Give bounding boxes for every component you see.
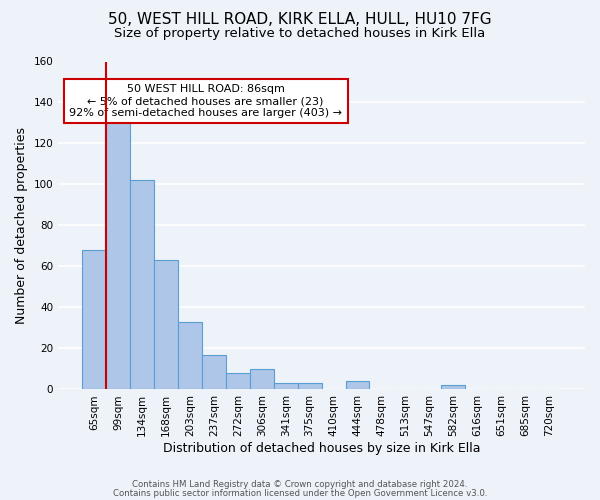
Text: 50 WEST HILL ROAD: 86sqm
← 5% of detached houses are smaller (23)
92% of semi-de: 50 WEST HILL ROAD: 86sqm ← 5% of detache… [69, 84, 342, 117]
Bar [154, 260, 178, 390]
Y-axis label: Number of detached properties: Number of detached properties [15, 127, 28, 324]
Bar [178, 322, 202, 390]
Text: Contains HM Land Registry data © Crown copyright and database right 2024.: Contains HM Land Registry data © Crown c… [132, 480, 468, 489]
Text: Contains public sector information licensed under the Open Government Licence v3: Contains public sector information licen… [113, 488, 487, 498]
X-axis label: Distribution of detached houses by size in Kirk Ella: Distribution of detached houses by size … [163, 442, 481, 455]
Text: 50, WEST HILL ROAD, KIRK ELLA, HULL, HU10 7FG: 50, WEST HILL ROAD, KIRK ELLA, HULL, HU1… [108, 12, 492, 28]
Bar [106, 117, 130, 390]
Bar [250, 369, 274, 390]
Bar [226, 373, 250, 390]
Bar [130, 180, 154, 390]
Bar [82, 250, 106, 390]
Text: Size of property relative to detached houses in Kirk Ella: Size of property relative to detached ho… [115, 28, 485, 40]
Bar [298, 384, 322, 390]
Bar [202, 354, 226, 390]
Bar [346, 382, 370, 390]
Bar [442, 386, 465, 390]
Bar [274, 384, 298, 390]
